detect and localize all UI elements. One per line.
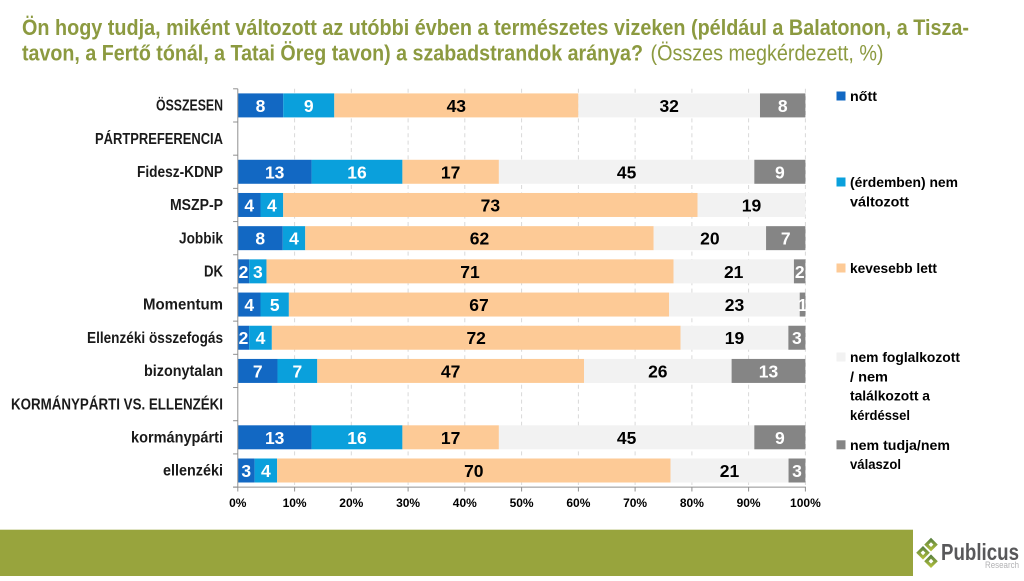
svg-text:9: 9: [775, 162, 785, 182]
svg-text:17: 17: [441, 428, 460, 448]
svg-text:100%: 100%: [790, 496, 821, 510]
svg-text:16: 16: [347, 428, 367, 448]
svg-text:DK: DK: [204, 264, 223, 281]
svg-text:kérdéssel: kérdéssel: [850, 407, 910, 423]
svg-text:3: 3: [241, 461, 251, 481]
svg-text:20: 20: [700, 229, 720, 249]
svg-text:13: 13: [265, 428, 285, 448]
svg-text:60%: 60%: [566, 496, 590, 510]
svg-text:73: 73: [481, 196, 501, 216]
svg-text:5: 5: [270, 295, 280, 315]
svg-text:4: 4: [244, 295, 254, 315]
svg-text:4: 4: [256, 328, 266, 348]
svg-text:nem tudja/nem: nem tudja/nem: [850, 437, 950, 453]
svg-text:válaszol: válaszol: [850, 456, 901, 472]
svg-text:23: 23: [725, 295, 745, 315]
svg-text:bizonytalan: bizonytalan: [144, 363, 223, 380]
svg-text:9: 9: [304, 96, 314, 116]
svg-text:20%: 20%: [339, 496, 363, 510]
svg-text:8: 8: [255, 229, 265, 249]
svg-text:kevesebb lett: kevesebb lett: [850, 260, 937, 276]
svg-text:3: 3: [792, 328, 802, 348]
svg-text:3: 3: [253, 262, 263, 282]
svg-text:26: 26: [648, 361, 668, 381]
svg-text:Ellenzéki összefogás: Ellenzéki összefogás: [87, 330, 223, 347]
svg-text:találkozott a: találkozott a: [850, 388, 930, 404]
svg-text:7: 7: [293, 361, 303, 381]
svg-text:tavon, a Fertő tónál, a Tatai: tavon, a Fertő tónál, a Tatai Öreg tavon…: [22, 41, 643, 66]
svg-text:16: 16: [347, 162, 367, 182]
svg-text:7: 7: [253, 361, 263, 381]
svg-text:Research: Research: [985, 560, 1019, 570]
svg-text:70%: 70%: [623, 496, 647, 510]
svg-text:19: 19: [742, 196, 762, 216]
svg-text:45: 45: [617, 162, 637, 182]
svg-text:8: 8: [256, 96, 266, 116]
svg-text:40%: 40%: [453, 496, 477, 510]
svg-text:19: 19: [725, 328, 745, 348]
svg-text:ellenzéki: ellenzéki: [163, 463, 223, 480]
svg-text:4: 4: [244, 196, 254, 216]
svg-text:Momentum: Momentum: [143, 297, 223, 314]
svg-text:ÖSSZESEN: ÖSSZESEN: [156, 96, 223, 115]
svg-text:1: 1: [798, 295, 808, 315]
svg-text:80%: 80%: [680, 496, 704, 510]
svg-text:13: 13: [759, 361, 779, 381]
svg-text:9: 9: [775, 428, 785, 448]
svg-text:változott: változott: [850, 193, 909, 209]
svg-text:0%: 0%: [229, 496, 247, 510]
svg-text:47: 47: [441, 361, 460, 381]
svg-text:2: 2: [239, 262, 249, 282]
svg-text:MSZP-P: MSZP-P: [170, 197, 223, 214]
svg-text:Ön hogy tudja, miként változot: Ön hogy tudja, miként változott az utóbb…: [22, 15, 969, 40]
svg-text:4: 4: [289, 229, 299, 249]
svg-text:10%: 10%: [283, 496, 307, 510]
svg-text:43: 43: [447, 96, 467, 116]
svg-text:nőtt: nőtt: [850, 88, 877, 104]
svg-text:(érdemben) nem: (érdemben) nem: [850, 174, 958, 190]
svg-text:(Összes megkérdezett, %): (Összes megkérdezett, %): [651, 41, 884, 66]
svg-text:62: 62: [470, 229, 490, 249]
svg-text:67: 67: [469, 295, 488, 315]
svg-text:Fidesz-KDNP: Fidesz-KDNP: [137, 164, 223, 181]
svg-text:4: 4: [261, 461, 271, 481]
svg-text:2: 2: [239, 328, 249, 348]
svg-text:Publicus: Publicus: [941, 539, 1019, 565]
svg-text:nem foglalkozott: nem foglalkozott: [850, 349, 960, 365]
svg-text:32: 32: [659, 96, 679, 116]
svg-text:4: 4: [267, 196, 277, 216]
svg-text:Jobbik: Jobbik: [179, 230, 223, 247]
svg-text:13: 13: [265, 162, 285, 182]
svg-text:8: 8: [778, 96, 788, 116]
svg-text:KORMÁNYPÁRTI VS. ELLENZÉKI: KORMÁNYPÁRTI VS. ELLENZÉKI: [11, 394, 223, 413]
svg-text:PÁRTPREFERENCIA: PÁRTPREFERENCIA: [95, 129, 223, 148]
svg-text:50%: 50%: [510, 496, 534, 510]
svg-text:7: 7: [781, 229, 791, 249]
svg-text:3: 3: [792, 461, 802, 481]
svg-text:21: 21: [720, 461, 740, 481]
svg-text:2: 2: [795, 262, 805, 282]
svg-text:72: 72: [466, 328, 486, 348]
svg-text:45: 45: [617, 428, 637, 448]
svg-text:30%: 30%: [396, 496, 420, 510]
svg-text:71: 71: [460, 262, 480, 282]
svg-text:21: 21: [724, 262, 744, 282]
svg-text:/ nem: / nem: [850, 368, 888, 384]
svg-text:70: 70: [464, 461, 484, 481]
svg-text:kormánypárti: kormánypárti: [131, 430, 223, 447]
svg-text:17: 17: [441, 162, 460, 182]
svg-text:90%: 90%: [737, 496, 761, 510]
